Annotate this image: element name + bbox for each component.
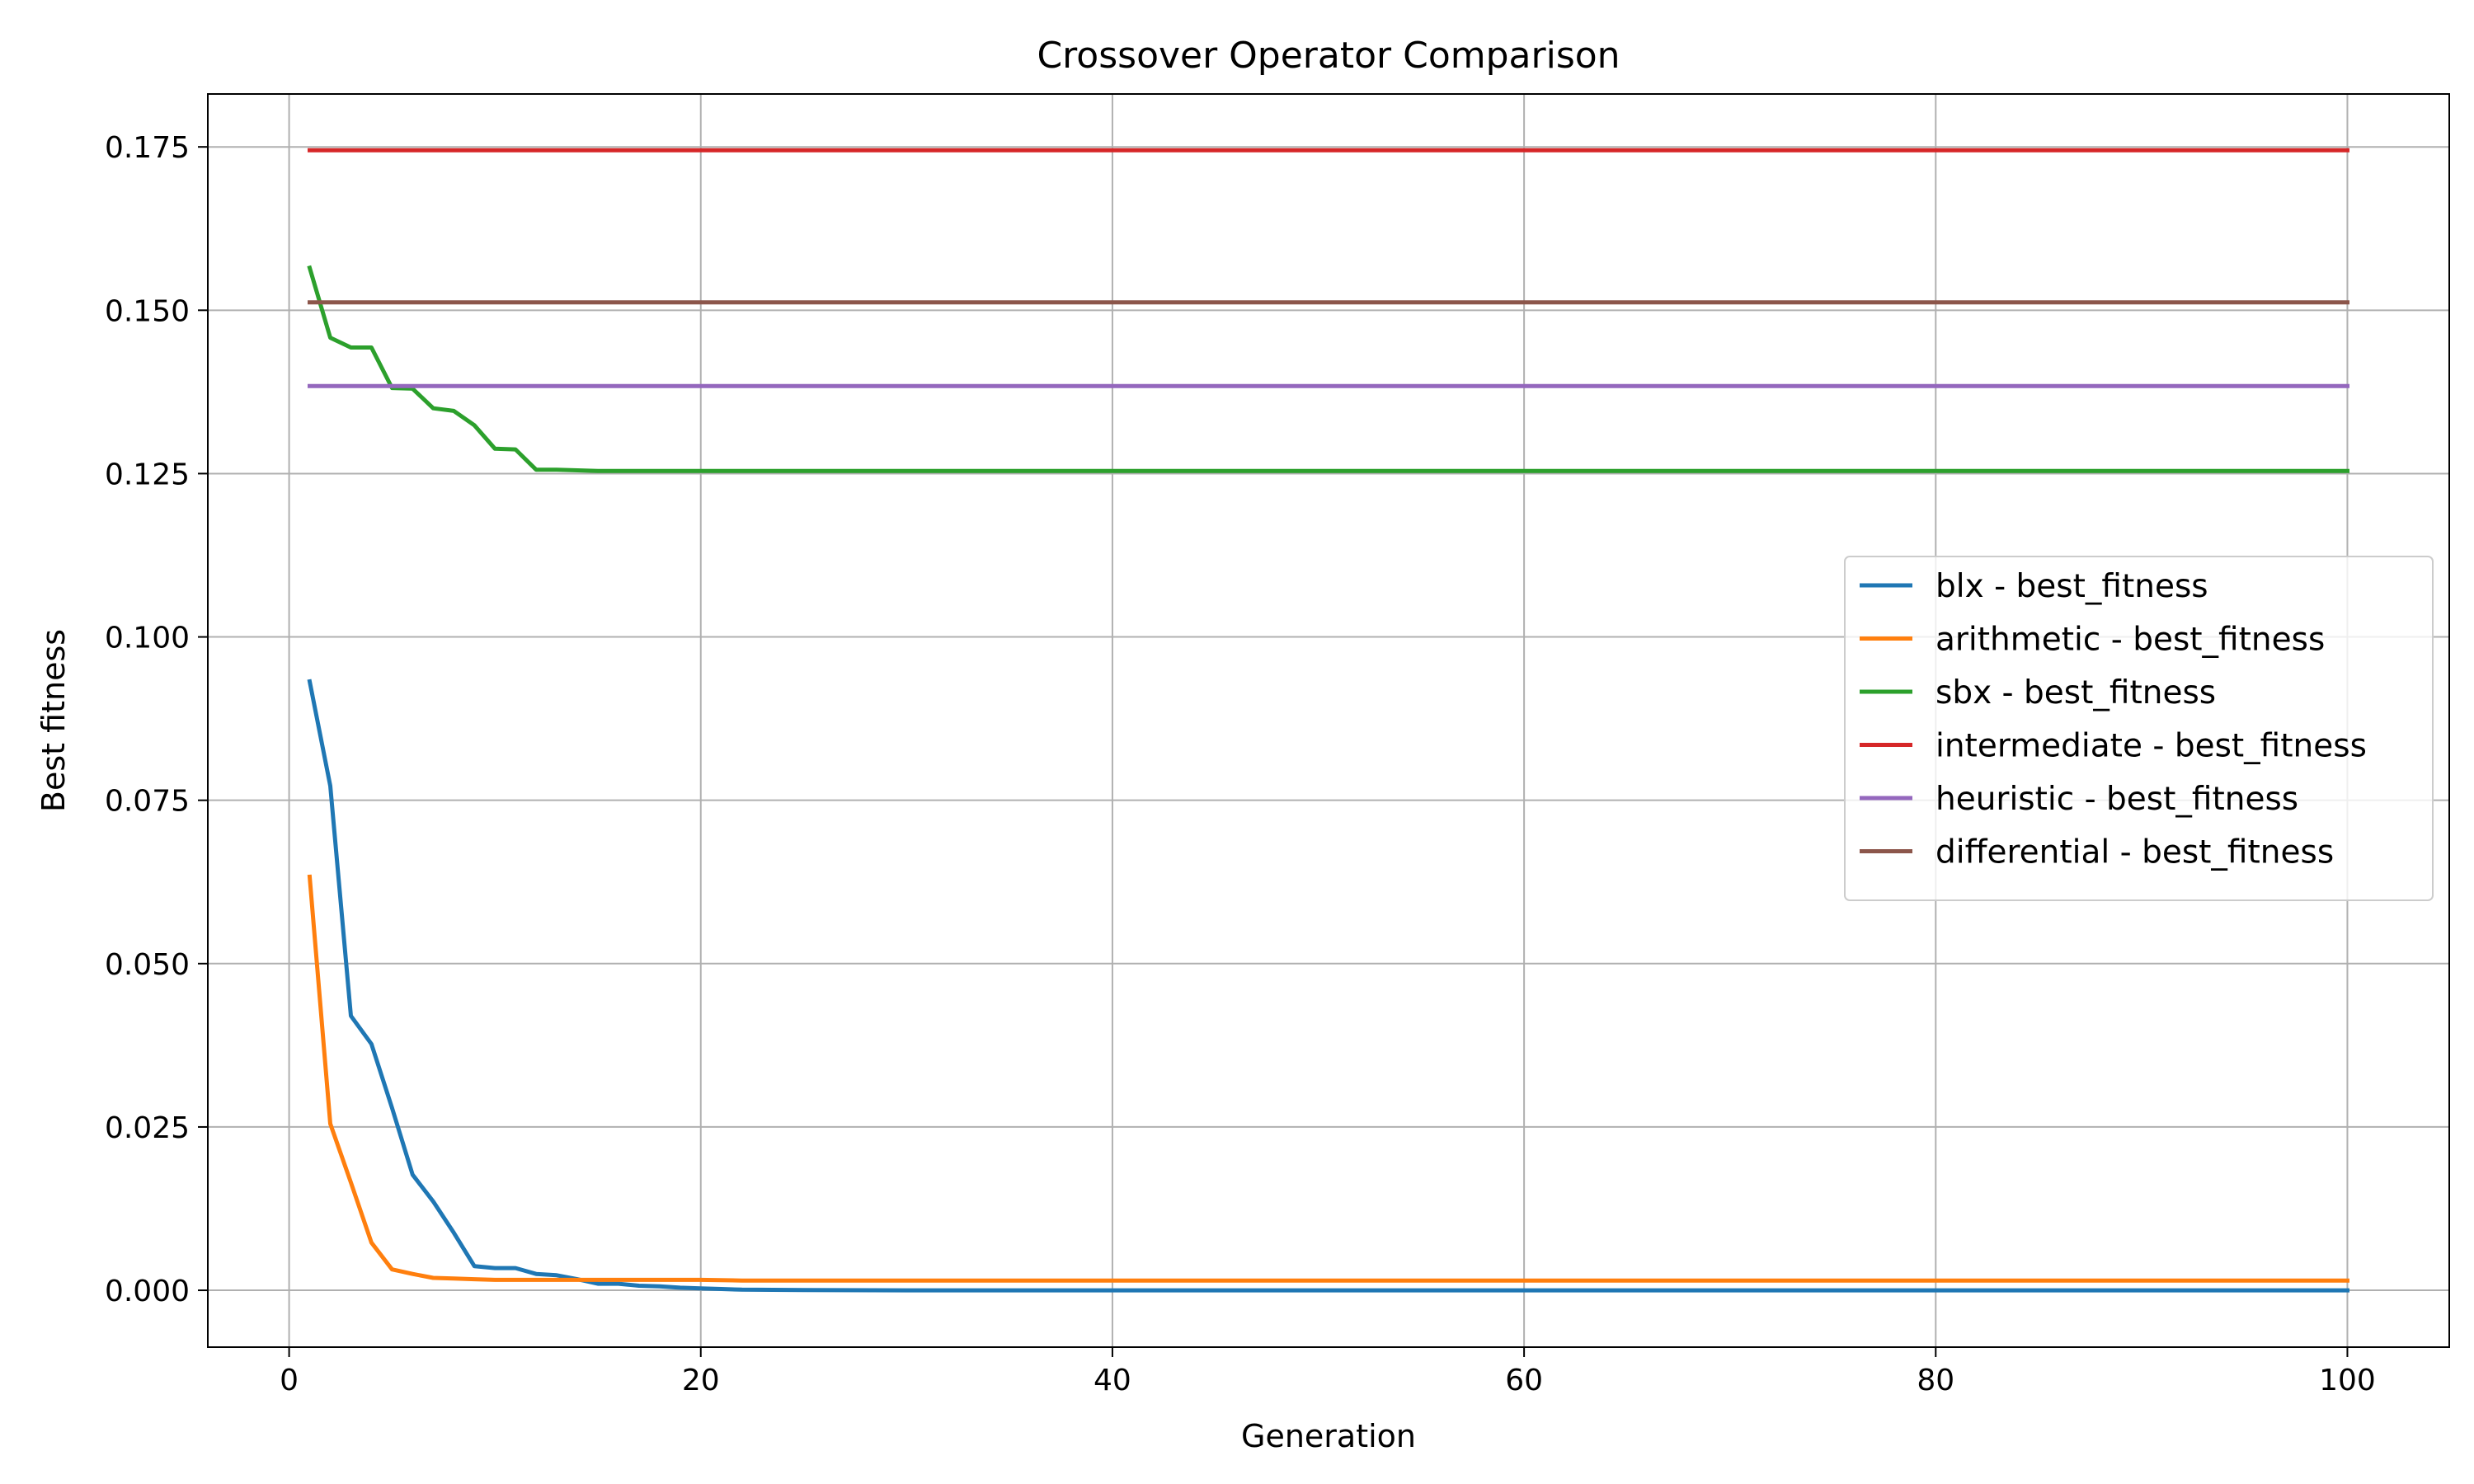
series-line [307,874,2349,1283]
y-tick-label: 0.125 [105,458,190,491]
y-tick-label: 0.150 [105,294,190,328]
legend: blx - best_fitness arithmetic - best_fitn… [1844,556,2434,901]
y-tick-label: 0.025 [105,1111,190,1145]
y-axis-label: Best fitness [35,629,72,812]
x-tick-label: 40 [1094,1364,1131,1397]
legend-box [1844,556,2434,901]
series-lines [307,148,2349,1293]
x-axis-ticks: 0 20 40 60 80 100 [280,1347,2376,1397]
y-tick-label: 0.100 [105,622,190,655]
x-tick-label: 20 [682,1364,720,1397]
x-tick-label: 80 [1917,1364,1954,1397]
x-tick-label: 0 [280,1364,299,1397]
x-tick-label: 100 [2319,1364,2376,1397]
legend-label: differential - best_fitness [1935,834,2334,871]
y-tick-label: 0.050 [105,948,190,982]
x-tick-label: 60 [1505,1364,1543,1397]
y-axis-ticks: 0.000 0.025 0.050 0.075 0.100 0.125 0.150 0.175 [105,131,208,1308]
x-axis-label: Generation [1241,1418,1416,1454]
legend-label: sbx - best_fitness [1935,674,2216,711]
y-tick-label: 0.075 [105,785,190,819]
y-tick-label: 0.175 [105,131,190,165]
legend-label: heuristic - best_fitness [1935,781,2298,818]
legend-label: blx - best_fitness [1935,568,2208,605]
y-tick-label: 0.000 [105,1275,190,1308]
legend-label: arithmetic - best_fitness [1935,622,2325,659]
legend-label: intermediate - best_fitness [1935,728,2367,765]
chart-title: Crossover Operator Comparison [1037,35,1620,77]
series-line [307,265,2349,473]
plot-frame [207,93,2450,1348]
